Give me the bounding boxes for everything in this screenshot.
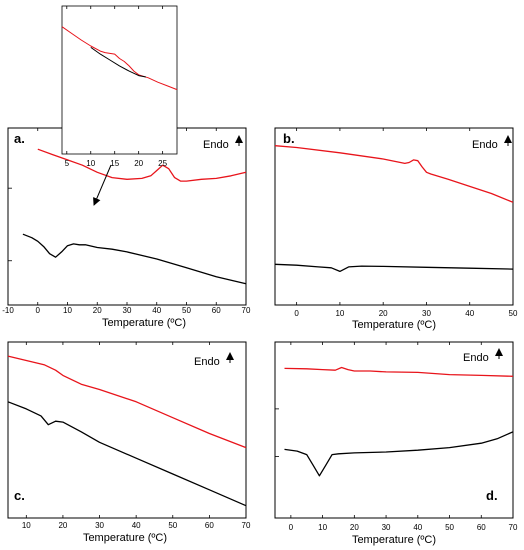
series-line-c-red xyxy=(7,355,247,449)
x-tick-label-a: 0 xyxy=(36,306,41,315)
x-tick-label-b: 30 xyxy=(422,309,431,318)
x-tick-label-inset: 20 xyxy=(134,159,143,168)
series-line-b-red xyxy=(274,145,514,203)
x-tick-label-d: 10 xyxy=(318,523,327,532)
x-tick-label-d: 60 xyxy=(477,523,486,532)
x-tick-label-d: 50 xyxy=(445,523,454,532)
x-tick-label-c: 60 xyxy=(205,521,214,530)
series-line-a-black xyxy=(22,233,247,285)
series-line-inset-red xyxy=(61,26,178,91)
plot-frame-c xyxy=(7,341,247,519)
series-line-a-red xyxy=(37,148,247,182)
x-tick-label-b: 40 xyxy=(465,309,474,318)
x-tick-label-d: 70 xyxy=(509,523,518,532)
xlabel-c: Temperature (ºC) xyxy=(83,532,167,544)
x-tick-label-b: 0 xyxy=(294,309,299,318)
endo-label-a: Endo xyxy=(203,139,229,151)
x-tick-label-a: 70 xyxy=(242,306,251,315)
inset-pointer-arrow xyxy=(93,164,112,206)
panel-label-d: d. xyxy=(486,488,498,503)
x-tick-label-b: 50 xyxy=(509,309,518,318)
x-tick-label-a: 10 xyxy=(63,306,72,315)
x-tick-label-c: 10 xyxy=(22,521,31,530)
xlabel-a: Temperature (ºC) xyxy=(102,317,186,329)
x-tick-label-a: 30 xyxy=(123,306,132,315)
panel-label-c: c. xyxy=(14,488,25,503)
x-tick-label-inset: 10 xyxy=(86,159,95,168)
x-tick-label-c: 50 xyxy=(168,521,177,530)
x-tick-label-c: 30 xyxy=(95,521,104,530)
panel-c: 10 20 30 40 50 60 70 xyxy=(7,341,251,530)
panel-a: -10 0 10 20 30 40 50 60 70 xyxy=(2,127,251,315)
panel-inset: 5 10 15 20 25 xyxy=(61,5,178,168)
x-tick-label-c: 20 xyxy=(58,521,67,530)
x-tick-label-c: 40 xyxy=(132,521,141,530)
x-tick-label-d: 30 xyxy=(382,523,391,532)
plot-frame-inset xyxy=(61,5,178,155)
x-tick-label-inset: 5 xyxy=(65,159,70,168)
series-line-d-black xyxy=(284,431,514,477)
x-tick-label-a: 40 xyxy=(152,306,161,315)
plot-frame-a xyxy=(7,127,247,306)
x-tick-label-b: 20 xyxy=(379,309,388,318)
x-tick-label-a: 20 xyxy=(93,306,102,315)
plot-frame-b xyxy=(274,127,514,306)
series-line-c-black xyxy=(7,401,247,507)
panel-d: 0 10 20 30 40 50 60 70 xyxy=(274,341,518,532)
x-tick-label-a: 50 xyxy=(182,306,191,315)
panel-label-b: b. xyxy=(283,131,295,146)
x-tick-label-d: 0 xyxy=(289,523,294,532)
x-tick-label-c: 70 xyxy=(242,521,251,530)
x-tick-label-inset: 25 xyxy=(158,159,167,168)
endo-label-d: Endo xyxy=(463,352,489,364)
x-tick-label-inset: 15 xyxy=(110,159,119,168)
endo-label-c: Endo xyxy=(194,356,220,368)
x-tick-label-a: -10 xyxy=(2,306,14,315)
panel-label-a: a. xyxy=(14,131,25,146)
xlabel-b: Temperature (ºC) xyxy=(352,319,436,331)
plot-frame-d xyxy=(274,341,514,519)
series-line-inset-black xyxy=(90,46,146,78)
series-line-d-red xyxy=(284,366,514,377)
x-tick-label-d: 40 xyxy=(413,523,422,532)
endo-label-b: Endo xyxy=(472,139,498,151)
x-tick-label-b: 10 xyxy=(335,309,344,318)
x-tick-label-d: 20 xyxy=(350,523,359,532)
series-line-b-black xyxy=(274,263,514,273)
x-tick-label-a: 60 xyxy=(212,306,221,315)
panel-b: 0 10 20 30 40 50 xyxy=(274,127,518,318)
xlabel-d: Temperature (ºC) xyxy=(352,534,436,546)
